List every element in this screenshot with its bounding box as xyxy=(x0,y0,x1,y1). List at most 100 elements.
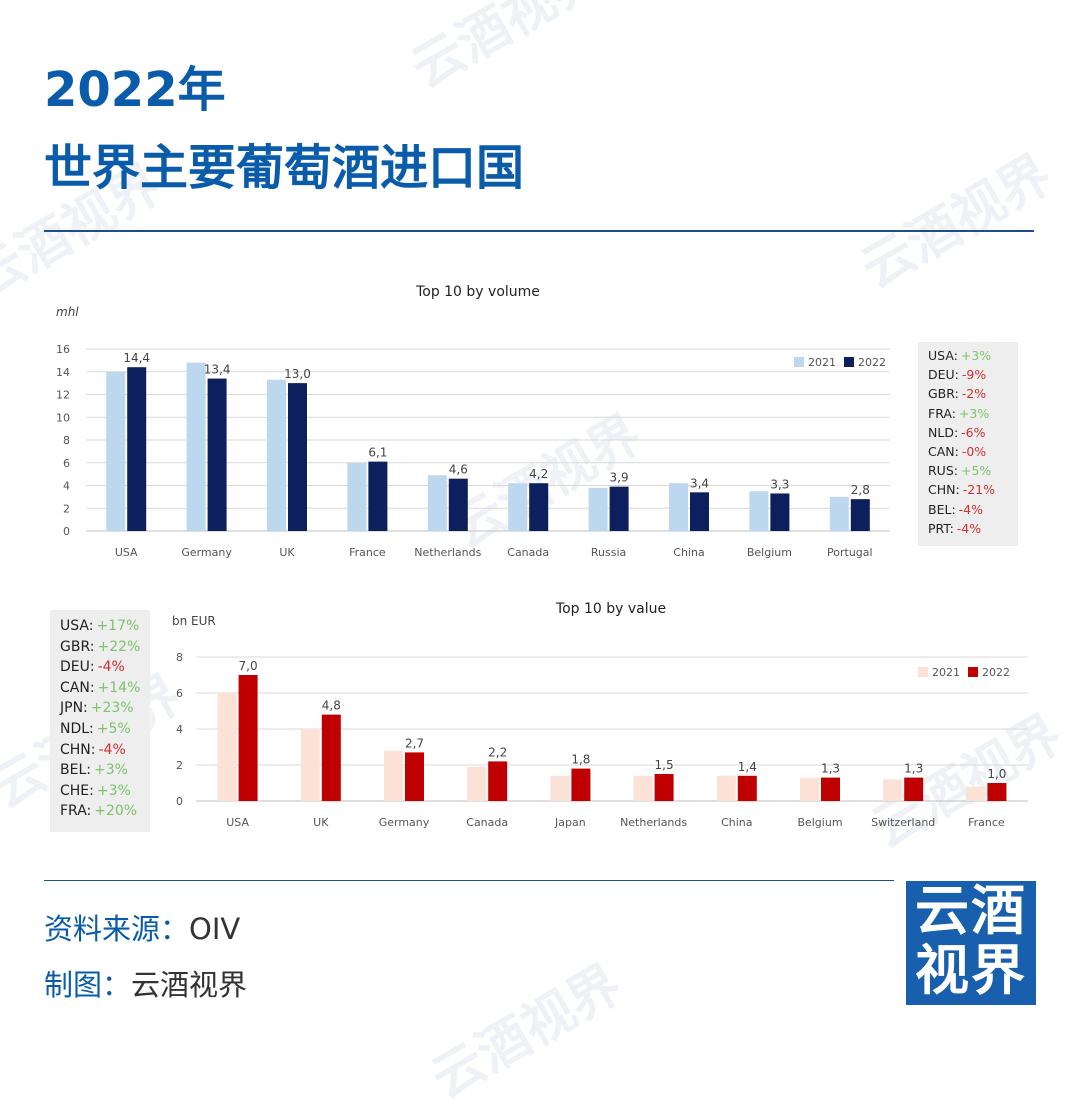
bar-2021 xyxy=(508,483,528,531)
data-label: 2,2 xyxy=(488,745,507,759)
bar-2021 xyxy=(186,362,206,531)
bar-2021 xyxy=(347,462,367,531)
bar-2021 xyxy=(829,496,849,531)
bar-2022 xyxy=(850,499,870,531)
bar-2021 xyxy=(800,777,819,801)
change-row: GBR: +22% xyxy=(60,637,150,658)
data-label: 13,4 xyxy=(204,363,231,377)
y-axis-unit: bn EUR xyxy=(172,614,216,628)
change-row: BEL: -4% xyxy=(928,500,1018,519)
x-category-label: Japan xyxy=(554,816,586,829)
data-label: 2,7 xyxy=(405,736,424,750)
change-percent: +3% xyxy=(958,405,990,421)
data-label: 1,5 xyxy=(655,758,674,772)
value-change-box: USA: +17% GBR: +22% DEU: -4% CAN: +14% JPN: +23% N… xyxy=(50,610,150,832)
legend-label-2022: 2022 xyxy=(858,356,886,369)
change-row: FRA: +20% xyxy=(60,801,150,822)
x-category-label: Netherlands xyxy=(620,816,687,829)
footer-divider xyxy=(44,880,894,881)
bar-2022 xyxy=(368,461,388,531)
country-code: USA: xyxy=(928,348,958,363)
change-percent: +17% xyxy=(96,618,140,634)
data-label: 1,3 xyxy=(904,762,923,776)
country-code: CHE: xyxy=(60,782,94,799)
change-row: CHN: -4% xyxy=(60,740,150,761)
change-percent: -4% xyxy=(97,659,125,676)
y-tick-label: 8 xyxy=(63,434,70,447)
x-category-label: Germany xyxy=(379,816,430,829)
x-category-label: Belgium xyxy=(797,816,842,829)
y-tick-label: 6 xyxy=(176,687,183,700)
y-tick-label: 12 xyxy=(56,389,70,402)
change-row: USA: +3% xyxy=(928,346,1018,365)
bar-2021 xyxy=(427,475,447,531)
x-category-label: Switzerland xyxy=(871,816,935,829)
credit-label: 制图： xyxy=(44,968,132,1002)
y-tick-label: 0 xyxy=(63,525,70,538)
data-label: 7,0 xyxy=(239,659,258,673)
x-category-label: Canada xyxy=(466,816,508,829)
bar-2021 xyxy=(588,487,608,531)
country-code: CAN: xyxy=(60,679,95,696)
x-category-label: Russia xyxy=(591,546,626,559)
change-percent: -4% xyxy=(958,501,983,517)
country-code: BEL: xyxy=(60,762,91,779)
credit-line: 制图：云酒视界 xyxy=(44,962,247,1004)
y-tick-label: 4 xyxy=(63,480,70,493)
x-category-label: France xyxy=(349,546,386,559)
y-tick-label: 4 xyxy=(176,723,183,736)
data-label: 4,2 xyxy=(529,467,548,481)
page-title-year: 2022年 xyxy=(44,62,226,118)
bar-2022 xyxy=(207,378,227,531)
bar-2021 xyxy=(633,775,653,801)
bar-2021 xyxy=(267,379,286,531)
data-label: 2,8 xyxy=(851,483,870,497)
y-tick-label: 2 xyxy=(176,759,183,772)
bar-2022 xyxy=(654,774,674,801)
country-code: DEU: xyxy=(928,367,959,383)
y-tick-label: 6 xyxy=(63,457,70,470)
y-axis-unit: mhl xyxy=(56,305,79,319)
bar-2022 xyxy=(238,675,258,801)
logo-line-2: 视界 xyxy=(915,939,1027,1002)
bar-2021 xyxy=(966,786,986,801)
x-category-label: USA xyxy=(226,816,249,829)
x-category-label: UK xyxy=(279,546,295,559)
change-row: USA: +17% xyxy=(60,616,150,637)
bar-2022 xyxy=(821,777,840,801)
bar-2022 xyxy=(690,492,709,531)
data-label: 3,3 xyxy=(770,477,789,491)
data-label: 13,0 xyxy=(284,367,311,381)
logo-line-1: 云酒 xyxy=(915,879,1027,942)
bar-2022 xyxy=(127,367,147,531)
bar-2022 xyxy=(321,714,341,801)
x-category-label: Portugal xyxy=(827,546,873,559)
bar-2022 xyxy=(770,493,790,531)
country-code: JPN: xyxy=(60,700,88,717)
change-row: PRT: -4% xyxy=(928,519,1018,538)
bar-2021 xyxy=(749,491,769,531)
x-category-label: USA xyxy=(115,546,138,559)
change-percent: +23% xyxy=(90,700,134,717)
country-code: RUS: xyxy=(928,463,958,479)
bar-2022 xyxy=(288,383,307,531)
page-title: 世界主要葡萄酒进口国 xyxy=(44,140,525,196)
change-row: GBR: -2% xyxy=(928,384,1018,403)
country-code: PRT: xyxy=(928,520,954,536)
y-tick-label: 0 xyxy=(176,795,183,808)
bar-2021 xyxy=(300,729,320,801)
data-label: 6,1 xyxy=(368,446,387,460)
bar-2021 xyxy=(384,750,403,801)
change-row: NDL: +5% xyxy=(60,719,150,740)
legend-swatch-2021 xyxy=(918,667,928,677)
change-row: CHE: +3% xyxy=(60,781,150,802)
change-row: CAN: +14% xyxy=(60,678,150,699)
data-label: 14,4 xyxy=(123,351,150,365)
y-tick-label: 2 xyxy=(63,502,70,515)
header-divider xyxy=(44,230,1034,232)
bar-2021 xyxy=(716,775,736,801)
change-row: JPN: +23% xyxy=(60,698,150,719)
legend-label-2022: 2022 xyxy=(982,666,1010,679)
watermark: 云酒视界 xyxy=(421,954,632,1111)
bar-2021 xyxy=(883,779,903,801)
